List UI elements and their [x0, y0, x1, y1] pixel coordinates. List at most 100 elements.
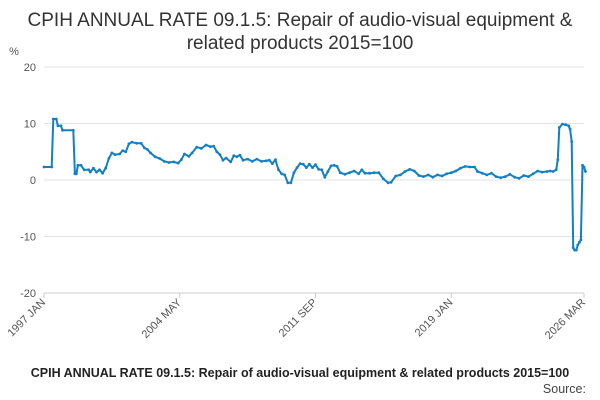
- data-point[interactable]: [127, 142, 131, 146]
- data-point[interactable]: [267, 158, 271, 162]
- data-point[interactable]: [578, 240, 581, 244]
- data-point[interactable]: [335, 165, 339, 168]
- data-point[interactable]: [556, 158, 560, 162]
- data-point[interactable]: [224, 156, 228, 160]
- data-point[interactable]: [436, 173, 439, 177]
- data-point[interactable]: [270, 162, 274, 166]
- data-point[interactable]: [95, 170, 98, 174]
- data-point[interactable]: [386, 181, 390, 185]
- data-point[interactable]: [153, 155, 157, 159]
- data-point[interactable]: [473, 165, 476, 169]
- data-point[interactable]: [292, 171, 296, 175]
- data-point[interactable]: [338, 171, 342, 175]
- data-point[interactable]: [343, 172, 347, 176]
- data-point[interactable]: [326, 170, 330, 173]
- data-point[interactable]: [59, 124, 63, 128]
- data-point[interactable]: [503, 175, 507, 179]
- data-point[interactable]: [412, 169, 416, 173]
- data-point[interactable]: [363, 171, 367, 175]
- data-point[interactable]: [229, 160, 233, 164]
- data-point[interactable]: [490, 171, 493, 175]
- data-point[interactable]: [408, 167, 412, 171]
- data-point[interactable]: [513, 175, 516, 179]
- data-point[interactable]: [61, 128, 64, 132]
- data-point[interactable]: [314, 163, 317, 167]
- data-point[interactable]: [101, 171, 104, 175]
- data-point[interactable]: [368, 171, 371, 175]
- data-point[interactable]: [79, 163, 83, 167]
- data-point[interactable]: [246, 157, 250, 161]
- data-point[interactable]: [564, 123, 567, 126]
- data-point[interactable]: [360, 168, 364, 172]
- data-point[interactable]: [304, 166, 308, 170]
- data-point[interactable]: [124, 150, 128, 154]
- data-point[interactable]: [50, 165, 54, 169]
- data-point[interactable]: [149, 151, 152, 155]
- data-point[interactable]: [584, 170, 587, 173]
- data-point[interactable]: [536, 169, 540, 173]
- data-point[interactable]: [110, 151, 114, 155]
- data-point[interactable]: [295, 166, 299, 170]
- data-point[interactable]: [221, 158, 225, 162]
- data-point[interactable]: [255, 157, 259, 161]
- data-point[interactable]: [494, 175, 498, 179]
- data-point[interactable]: [274, 158, 277, 162]
- data-point[interactable]: [218, 153, 222, 157]
- data-point[interactable]: [264, 159, 268, 163]
- data-point[interactable]: [540, 170, 544, 174]
- data-point[interactable]: [71, 128, 75, 132]
- data-point[interactable]: [158, 157, 162, 160]
- data-point[interactable]: [445, 172, 449, 176]
- data-point[interactable]: [142, 146, 146, 150]
- data-point[interactable]: [332, 163, 336, 167]
- data-point[interactable]: [172, 160, 176, 164]
- data-point[interactable]: [75, 172, 78, 176]
- data-point[interactable]: [277, 168, 280, 172]
- data-point[interactable]: [311, 166, 314, 170]
- data-point[interactable]: [574, 248, 578, 252]
- data-point[interactable]: [463, 165, 467, 168]
- data-point[interactable]: [82, 168, 86, 172]
- data-point[interactable]: [422, 175, 425, 179]
- data-point[interactable]: [570, 140, 574, 144]
- data-point[interactable]: [454, 169, 458, 173]
- data-point[interactable]: [417, 174, 421, 177]
- data-point[interactable]: [179, 158, 183, 162]
- data-point[interactable]: [135, 141, 139, 145]
- data-point[interactable]: [195, 145, 199, 149]
- data-point[interactable]: [576, 243, 580, 247]
- data-point[interactable]: [551, 170, 555, 173]
- data-point[interactable]: [107, 157, 111, 160]
- data-point[interactable]: [56, 124, 60, 128]
- data-point[interactable]: [308, 162, 311, 166]
- data-point[interactable]: [118, 152, 121, 156]
- data-point[interactable]: [476, 170, 479, 173]
- data-point[interactable]: [485, 173, 489, 177]
- data-point[interactable]: [468, 165, 472, 169]
- data-point[interactable]: [329, 164, 333, 168]
- data-point[interactable]: [146, 148, 149, 151]
- data-point[interactable]: [212, 144, 216, 148]
- data-point[interactable]: [204, 143, 208, 147]
- data-point[interactable]: [568, 127, 572, 131]
- data-point[interactable]: [260, 160, 263, 163]
- data-point[interactable]: [298, 162, 302, 166]
- data-point[interactable]: [289, 181, 293, 185]
- data-point[interactable]: [92, 166, 95, 170]
- data-point[interactable]: [301, 162, 305, 166]
- data-point[interactable]: [317, 167, 320, 171]
- data-point[interactable]: [480, 171, 484, 175]
- data-point[interactable]: [280, 172, 283, 176]
- data-point[interactable]: [54, 117, 58, 121]
- data-point[interactable]: [209, 145, 213, 149]
- data-point[interactable]: [113, 153, 117, 157]
- data-point[interactable]: [561, 122, 564, 126]
- data-point[interactable]: [567, 124, 570, 128]
- data-point[interactable]: [130, 140, 134, 144]
- data-point[interactable]: [104, 166, 108, 170]
- data-point[interactable]: [554, 168, 558, 172]
- data-point[interactable]: [399, 173, 402, 177]
- data-point[interactable]: [87, 168, 91, 172]
- data-point[interactable]: [499, 176, 503, 180]
- data-point[interactable]: [250, 160, 254, 163]
